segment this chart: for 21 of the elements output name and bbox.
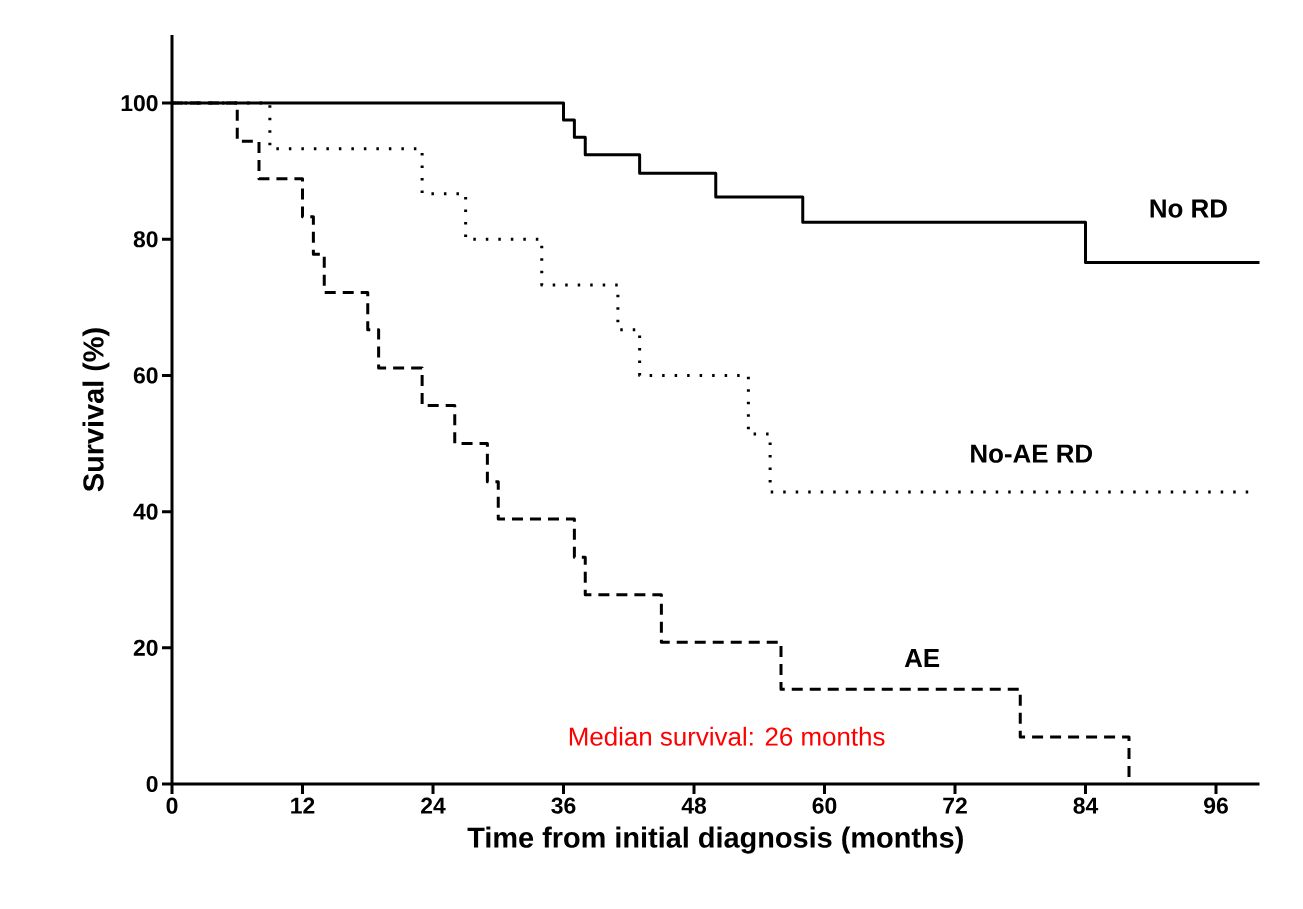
x-tick-label: 24 <box>421 797 446 814</box>
y-tick-label: 100 <box>121 94 158 112</box>
y-tick-label: 0 <box>146 775 158 793</box>
x-tick-label: 72 <box>943 797 967 814</box>
x-tick-label: 96 <box>1204 797 1228 814</box>
y-tick-label: 20 <box>133 639 158 656</box>
x-tick-label: 12 <box>291 797 315 814</box>
x-tick-label: 36 <box>551 797 576 814</box>
series-label: AE <box>904 649 940 667</box>
y-tick-label: 40 <box>133 503 158 520</box>
series-label: No-AE RD <box>971 444 1093 463</box>
x-tick-label: 48 <box>681 797 707 814</box>
x-tick-label: 0 <box>166 797 178 814</box>
x-tick-label: 60 <box>812 797 837 814</box>
annotation: Median survival: 26 months <box>569 726 885 746</box>
series-label: No RD <box>1150 199 1227 218</box>
x-axis-title: Time from initial diagnosis (months) <box>467 826 963 854</box>
y-tick-label: 60 <box>133 367 158 384</box>
y-tick-label: 80 <box>133 231 158 248</box>
y-axis-title: Survival (%) <box>82 328 110 492</box>
x-tick-label: 84 <box>1073 797 1099 814</box>
